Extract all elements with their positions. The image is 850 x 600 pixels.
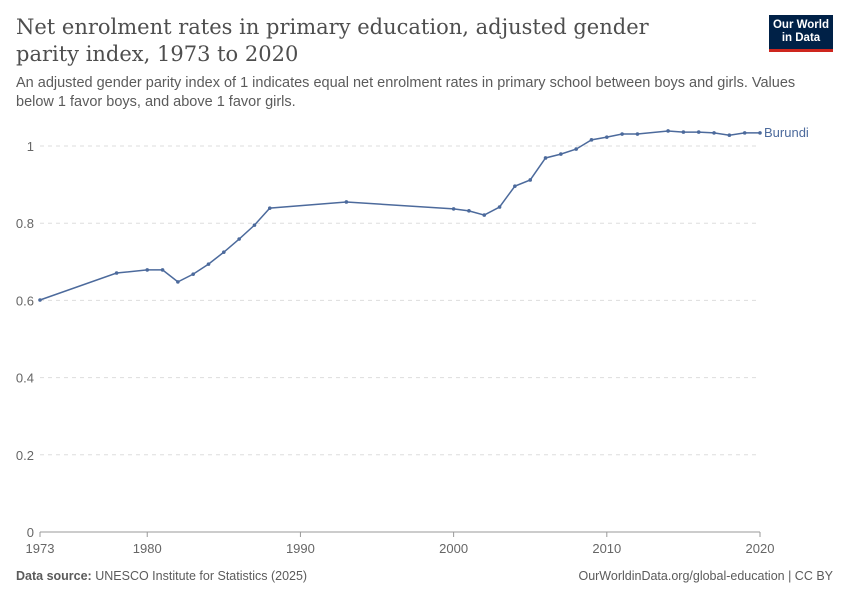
- data-point: [513, 184, 517, 188]
- data-point: [620, 132, 624, 136]
- data-point: [222, 250, 226, 254]
- chart-subtitle: An adjusted gender parity index of 1 ind…: [16, 75, 796, 110]
- data-point: [114, 271, 119, 275]
- data-point: [528, 178, 533, 182]
- data-point: [666, 129, 670, 133]
- data-point: [206, 262, 211, 266]
- data-point: [176, 280, 180, 284]
- data-point: [635, 132, 640, 136]
- owid-logo[interactable]: Our World in Data: [769, 15, 833, 52]
- data-point: [574, 147, 578, 151]
- data-point: [543, 156, 548, 160]
- source-text[interactable]: UNESCO Institute for Statistics (2025): [95, 569, 308, 583]
- data-point: [559, 152, 563, 156]
- logo-line2: in Data: [781, 32, 821, 44]
- x-tick-label: 2020: [746, 541, 775, 556]
- data-point: [589, 138, 594, 142]
- data-point: [497, 205, 502, 209]
- x-tick-label: 1980: [133, 541, 162, 556]
- y-tick-label: 0.2: [16, 448, 34, 463]
- y-tick-label: 0.6: [16, 293, 34, 308]
- x-tick-label: 2000: [439, 541, 468, 556]
- footer-link[interactable]: OurWorldinData.org/global-education | CC…: [578, 569, 833, 583]
- data-point: [727, 133, 732, 137]
- y-tick-label: 0.4: [16, 371, 34, 386]
- data-point: [145, 268, 150, 272]
- logo-line1: Our World: [772, 19, 829, 31]
- data-point: [252, 223, 257, 227]
- source-label: Data source:: [16, 569, 92, 583]
- x-tick-label: 1990: [286, 541, 315, 556]
- data-point: [267, 206, 272, 210]
- data-point: [605, 135, 609, 139]
- series-label: Burundi: [764, 125, 809, 140]
- data-point: [758, 131, 762, 135]
- data-point: [742, 131, 747, 135]
- data-point: [696, 130, 701, 134]
- x-tick-label: 2010: [592, 541, 621, 556]
- data-point: [237, 237, 241, 241]
- data-source: Data source: UNESCO Institute for Statis…: [16, 569, 307, 583]
- y-tick-label: 1: [27, 139, 34, 154]
- data-point: [451, 207, 456, 211]
- y-tick-label: 0.8: [16, 216, 34, 231]
- data-point: [344, 200, 349, 204]
- y-tick-label: 0: [27, 525, 34, 540]
- x-tick-label: 1973: [26, 541, 55, 556]
- data-point: [38, 298, 42, 302]
- data-point: [681, 130, 686, 134]
- data-point: [160, 268, 165, 272]
- data-point: [191, 272, 195, 276]
- data-point: [467, 209, 471, 213]
- data-point: [482, 213, 487, 217]
- series-line: [39, 130, 760, 301]
- data-point: [712, 131, 716, 135]
- chart-title: Net enrolment rates in primary education…: [16, 15, 649, 66]
